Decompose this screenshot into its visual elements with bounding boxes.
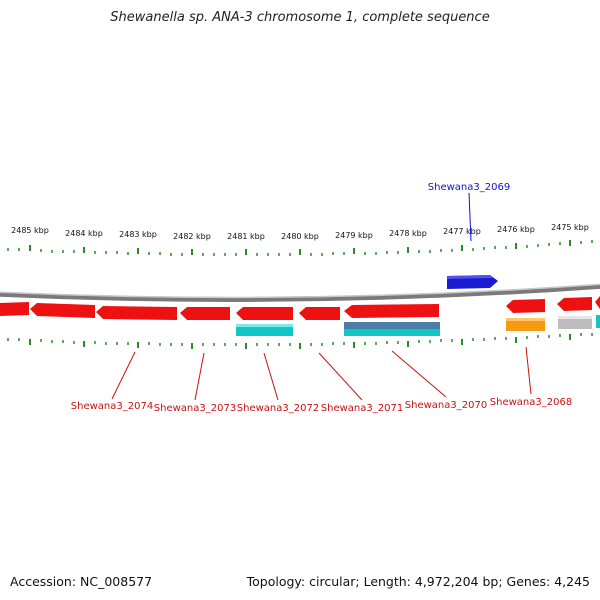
reverse-genes (0, 295, 600, 320)
cds-block-gray (558, 316, 592, 329)
cds-blocks (236, 315, 600, 336)
map-title: Shewanella sp. ANA-3 chromosome 1, compl… (110, 10, 490, 25)
leader-line (194, 352, 205, 401)
gene-shewana3-2071b[interactable] (299, 307, 340, 320)
kbp-label: 2484 kbp (65, 229, 103, 238)
kbp-label: 2481 kbp (227, 232, 265, 241)
accession-text: Accession: NC_008577 (10, 574, 153, 589)
gene-shewana3-2069[interactable] (447, 275, 498, 289)
cds-block-orange (506, 318, 545, 331)
gene-arrow[interactable] (0, 302, 29, 316)
gene-shewana3-2074[interactable] (30, 303, 95, 318)
kbp-label: 2478 kbp (389, 229, 427, 238)
inner-ruler (7, 333, 593, 349)
leader-line-blue (468, 192, 472, 242)
kbp-label: 2480 kbp (281, 232, 319, 241)
chromosome-backbone-highlight (0, 283, 600, 299)
kbp-label: 2479 kbp (335, 231, 373, 240)
cds-block-steel (344, 322, 440, 329)
gene-shewana3-2071[interactable] (236, 307, 293, 320)
cds-block-cyan (596, 315, 600, 328)
leader-line (318, 352, 363, 401)
gene-label[interactable]: Shewana3_2073 (154, 403, 236, 414)
minor-ticks (7, 240, 593, 256)
gene-arrow[interactable] (595, 295, 600, 309)
outer-ruler (7, 240, 593, 256)
cds-block-cyan (344, 329, 440, 336)
gene-label[interactable]: Shewana3_2072 (237, 403, 319, 414)
leader-line (263, 352, 279, 401)
kbp-label: 2476 kbp (497, 225, 535, 234)
leader-lines (111, 192, 532, 401)
kbp-label: 2483 kbp (119, 230, 157, 239)
leader-line (525, 346, 532, 395)
gene-shewana3-2068[interactable] (506, 299, 545, 313)
topology-summary: Topology: circular; Length: 4,972,204 bp… (246, 574, 590, 589)
gene-shewana3-2070[interactable] (344, 304, 439, 318)
kbp-label: 2482 kbp (173, 232, 211, 241)
gene-label[interactable]: Shewana3_2068 (490, 397, 572, 408)
gene-label[interactable]: Shewana3_2070 (405, 400, 487, 411)
gene-label[interactable]: Shewana3_2069 (428, 182, 510, 193)
kbp-label: 2477 kbp (443, 227, 481, 236)
gene-label[interactable]: Shewana3_2074 (71, 401, 153, 412)
kbp-label: 2475 kbp (551, 223, 589, 232)
ruler-labels: 2485 kbp 2484 kbp 2483 kbp 2482 kbp 2481… (11, 223, 589, 241)
gene-shewana3-2072[interactable] (180, 307, 230, 320)
kbp-label: 2485 kbp (11, 226, 49, 235)
chromosome-backbone (0, 283, 600, 302)
leader-line (111, 351, 136, 400)
gene-shewana3-2073[interactable] (96, 306, 177, 320)
leader-line (391, 350, 447, 398)
gene-label[interactable]: Shewana3_2071 (321, 403, 403, 414)
gene-arrow[interactable] (557, 297, 592, 311)
